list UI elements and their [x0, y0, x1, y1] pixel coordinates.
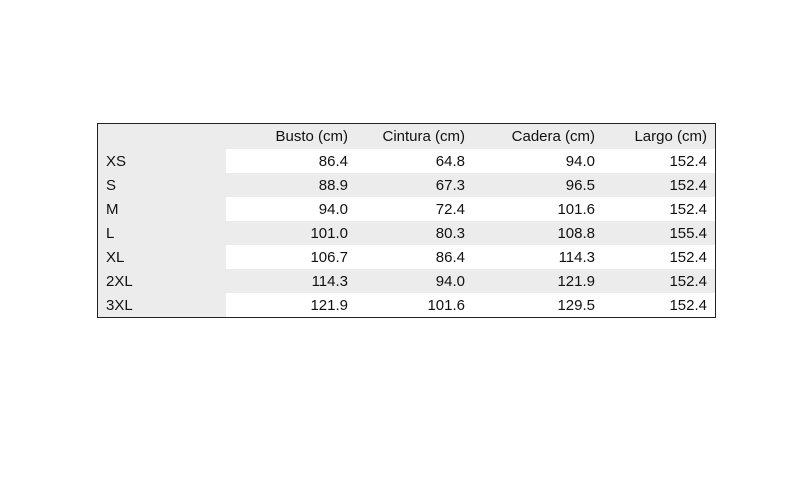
cell-busto: 94.0: [226, 197, 356, 221]
table-row: 3XL 121.9 101.6 129.5 152.4: [97, 293, 716, 318]
table-row: L 101.0 80.3 108.8 155.4: [97, 221, 716, 245]
cell-cadera: 94.0: [473, 149, 603, 173]
cell-cintura: 86.4: [356, 245, 473, 269]
cell-size: 2XL: [97, 269, 226, 293]
cell-cadera: 114.3: [473, 245, 603, 269]
cell-size: XS: [97, 149, 226, 173]
table-row: 2XL 114.3 94.0 121.9 152.4: [97, 269, 716, 293]
cell-largo: 152.4: [603, 173, 716, 197]
cell-cadera: 129.5: [473, 293, 603, 318]
table-row: S 88.9 67.3 96.5 152.4: [97, 173, 716, 197]
cell-cintura: 101.6: [356, 293, 473, 318]
cell-largo: 152.4: [603, 149, 716, 173]
cell-busto: 106.7: [226, 245, 356, 269]
cell-busto: 86.4: [226, 149, 356, 173]
cell-busto: 114.3: [226, 269, 356, 293]
table-row: XL 106.7 86.4 114.3 152.4: [97, 245, 716, 269]
header-busto: Busto (cm): [226, 123, 356, 149]
cell-busto: 101.0: [226, 221, 356, 245]
size-chart-table: Busto (cm) Cintura (cm) Cadera (cm) Larg…: [97, 123, 716, 318]
cell-largo: 155.4: [603, 221, 716, 245]
cell-largo: 152.4: [603, 293, 716, 318]
cell-cadera: 108.8: [473, 221, 603, 245]
cell-size: M: [97, 197, 226, 221]
cell-size: L: [97, 221, 226, 245]
table-row: M 94.0 72.4 101.6 152.4: [97, 197, 716, 221]
cell-cintura: 94.0: [356, 269, 473, 293]
cell-size: 3XL: [97, 293, 226, 318]
cell-cadera: 101.6: [473, 197, 603, 221]
header-corner: [97, 123, 226, 149]
cell-cintura: 67.3: [356, 173, 473, 197]
cell-cintura: 64.8: [356, 149, 473, 173]
table-row: XS 86.4 64.8 94.0 152.4: [97, 149, 716, 173]
cell-cintura: 72.4: [356, 197, 473, 221]
header-cintura: Cintura (cm): [356, 123, 473, 149]
cell-size: S: [97, 173, 226, 197]
cell-largo: 152.4: [603, 197, 716, 221]
cell-size: XL: [97, 245, 226, 269]
cell-largo: 152.4: [603, 245, 716, 269]
header-cadera: Cadera (cm): [473, 123, 603, 149]
header-largo: Largo (cm): [603, 123, 716, 149]
cell-busto: 121.9: [226, 293, 356, 318]
cell-cadera: 121.9: [473, 269, 603, 293]
cell-cadera: 96.5: [473, 173, 603, 197]
cell-cintura: 80.3: [356, 221, 473, 245]
cell-busto: 88.9: [226, 173, 356, 197]
cell-largo: 152.4: [603, 269, 716, 293]
header-row: Busto (cm) Cintura (cm) Cadera (cm) Larg…: [97, 123, 716, 149]
